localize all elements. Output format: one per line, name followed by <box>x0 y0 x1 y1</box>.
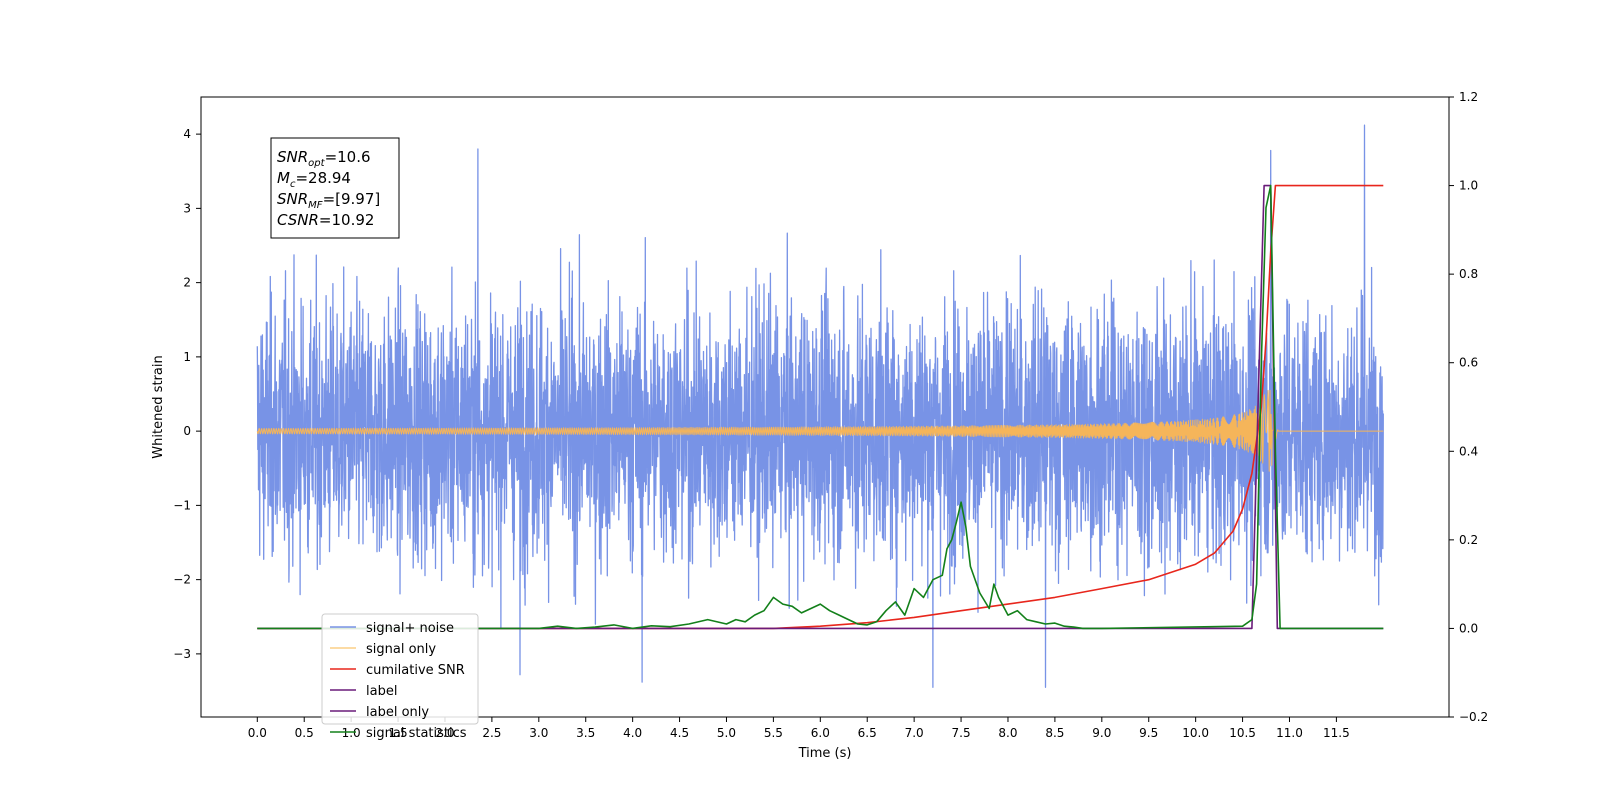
x-tick-label: 9.5 <box>1139 726 1158 740</box>
stats-annotation-box: SNRopt=10.6Mc=28.94SNRMF=[9.97]CSNR=10.9… <box>270 137 400 239</box>
annotation-line: SNRopt=10.6 <box>277 148 371 169</box>
legend-label: signal statistics <box>366 726 467 741</box>
legend-label: label only <box>366 705 429 720</box>
x-tick-label: 10.5 <box>1229 726 1256 740</box>
annotation-frame <box>270 137 400 239</box>
y-tick-label: 2 <box>183 276 191 290</box>
x-tick-label: 8.5 <box>1045 726 1064 740</box>
x-axis-title: Time (s) <box>798 746 852 761</box>
x-tick-label: 3.0 <box>529 726 548 740</box>
y-tick-label: −3 <box>173 647 191 661</box>
x-tick-label: 1.5 <box>389 726 408 740</box>
x-tick-label: 2.0 <box>435 726 454 740</box>
plot-area <box>256 124 1384 688</box>
y-axis-left: 4 3 2 1 0 −1 −2 −3 <box>173 127 201 661</box>
x-tick-label: 3.5 <box>576 726 595 740</box>
y2-tick-label: 0.0 <box>1459 621 1478 635</box>
series-line-signal-only <box>256 389 1384 472</box>
series-line-signal-statistics <box>257 184 1384 630</box>
x-tick-label: 4.0 <box>623 726 642 740</box>
annotation-line: CSNR=10.92 <box>277 211 374 229</box>
x-tick-label: 10.0 <box>1182 726 1209 740</box>
x-tick-label: 5.5 <box>764 726 783 740</box>
series-line-signal-noise <box>256 124 1384 688</box>
axes-frame <box>200 96 1450 718</box>
annotation-line: Mc=28.94 <box>277 169 351 190</box>
x-tick-label: 2.5 <box>482 726 501 740</box>
legend-label: cumilative SNR <box>366 663 465 678</box>
x-tick-label: 9.0 <box>1092 726 1111 740</box>
y-axis-right: 1.2 1.0 0.8 0.6 0.4 0.2 0.0 −0.2 <box>1449 90 1488 724</box>
y-tick-label: 1 <box>183 350 191 364</box>
x-tick-label: 6.0 <box>811 726 830 740</box>
x-tick-label: 6.5 <box>858 726 877 740</box>
annotation-line: SNRMF=[9.97] <box>277 190 380 211</box>
y2-tick-label: 0.6 <box>1459 356 1478 370</box>
y-tick-label: 3 <box>183 201 191 215</box>
x-tick-label: 4.5 <box>670 726 689 740</box>
x-tick-label: 5.0 <box>717 726 736 740</box>
y2-tick-label: 0.8 <box>1459 267 1478 281</box>
legend-label: signal+ noise <box>366 621 454 636</box>
y2-tick-label: 1.0 <box>1459 179 1478 193</box>
y-axis-title: Whitened strain <box>151 355 166 458</box>
x-tick-label: 7.0 <box>905 726 924 740</box>
legend-label: label <box>366 684 397 699</box>
x-tick-label: 0.0 <box>248 726 267 740</box>
y-tick-label: 0 <box>183 424 191 438</box>
x-tick-label: 1.0 <box>342 726 361 740</box>
legend: signal+ noise signal only cumilative SNR la… <box>321 613 479 741</box>
y-tick-label: −2 <box>173 573 191 587</box>
x-tick-label: 0.5 <box>295 726 314 740</box>
x-tick-label: 7.5 <box>952 726 971 740</box>
legend-frame <box>321 613 479 725</box>
y2-tick-label: 0.2 <box>1459 533 1478 547</box>
y2-tick-label: 1.2 <box>1459 90 1478 104</box>
x-tick-label: 11.0 <box>1276 726 1303 740</box>
y2-tick-label: −0.2 <box>1459 710 1488 724</box>
x-axis: 0.0 0.5 1.0 1.5 2.0 2.5 3.0 3.5 4.0 4.5 5.0 5.5 6.0 6… <box>248 717 1350 740</box>
legend-label: signal only <box>366 642 436 657</box>
y-tick-label: 4 <box>183 127 191 141</box>
y-tick-label: −1 <box>173 498 191 512</box>
x-tick-label: 8.0 <box>998 726 1017 740</box>
x-tick-label: 11.5 <box>1323 726 1350 740</box>
y2-tick-label: 0.4 <box>1459 444 1478 458</box>
